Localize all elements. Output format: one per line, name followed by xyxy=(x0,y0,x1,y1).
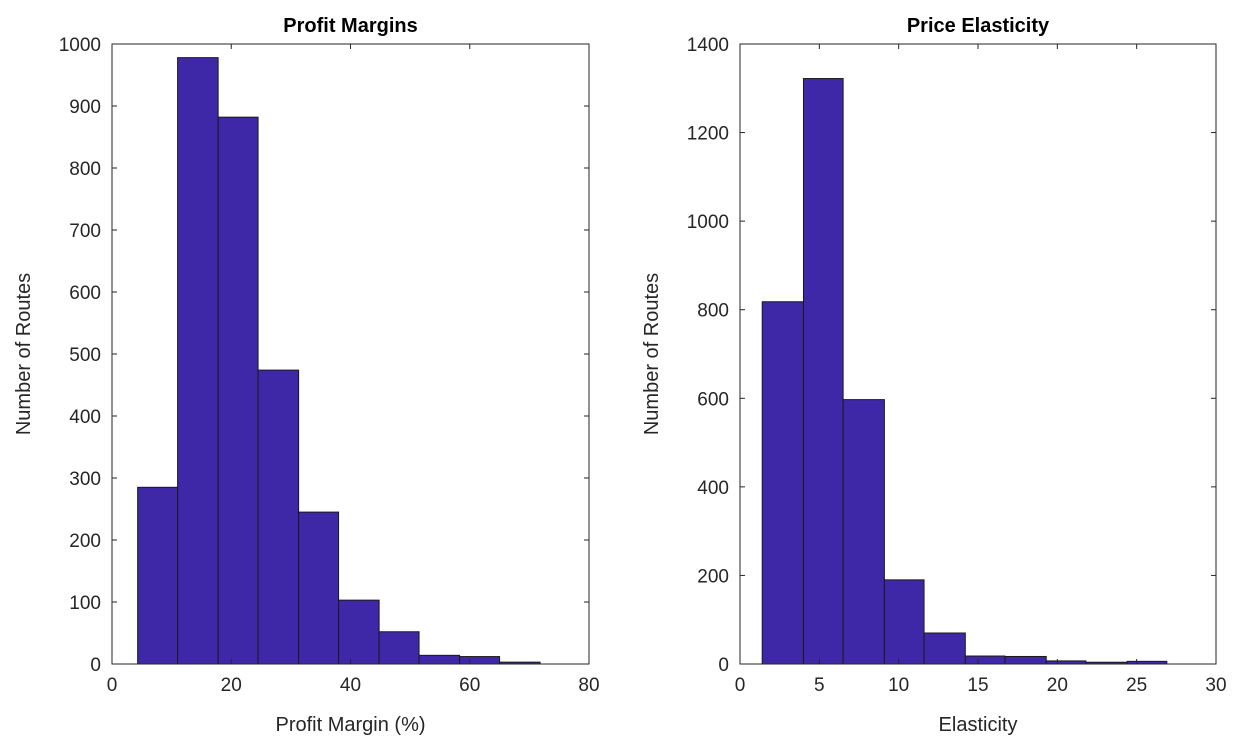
right-y-tick-label-6: 1200 xyxy=(687,124,729,145)
right-y-tick-label-2: 400 xyxy=(697,478,729,499)
right-bar-6 xyxy=(1004,655,1047,665)
left-y-tick-label-4: 400 xyxy=(69,407,101,428)
left-y-tick-label-7: 700 xyxy=(69,221,101,242)
left-x-tick-label-0: 0 xyxy=(107,675,118,696)
right-x-tick-label-5: 25 xyxy=(1126,675,1147,696)
right-x-tick-label-2: 10 xyxy=(888,675,909,696)
left-bar-4 xyxy=(298,511,340,665)
right-y-tick-label-0: 0 xyxy=(718,655,729,676)
left-y-tick-label-5: 500 xyxy=(69,345,101,366)
left-bar-5 xyxy=(338,599,380,665)
left-bar-7 xyxy=(418,654,461,665)
right-bar-4 xyxy=(923,632,966,665)
left-y-axis-label: Number of Routes xyxy=(13,273,35,435)
right-y-axis-label: Number of Routes xyxy=(641,273,663,435)
right-y-tick-label-5: 1000 xyxy=(687,212,729,233)
right-bar-0 xyxy=(761,301,804,665)
left-chart-title: Profit Margins xyxy=(283,15,417,37)
left-x-axis-label: Profit Margin (%) xyxy=(275,714,425,736)
left-x-tick-label-3: 60 xyxy=(459,675,480,696)
right-x-tick-label-3: 15 xyxy=(967,675,988,696)
left-x-tick-label-1: 20 xyxy=(221,675,242,696)
left-bar-8 xyxy=(459,656,501,665)
left-y-tick-label-0: 0 xyxy=(90,655,101,676)
left-y-tick-label-8: 800 xyxy=(69,159,101,180)
right-bar-2 xyxy=(842,399,885,665)
left-y-tick-label-10: 1000 xyxy=(59,35,101,56)
right-chart: 0 5 10 15 20 25 30 0 200 400 600 800 1000 1200 1400 Pri… xyxy=(641,15,1227,736)
left-bar-2 xyxy=(217,116,259,665)
right-y-tick-label-1: 200 xyxy=(697,566,729,587)
right-bar-3 xyxy=(883,579,925,665)
right-y-tick-label-7: 1400 xyxy=(687,35,729,56)
right-y-tick-label-4: 800 xyxy=(697,301,729,322)
right-x-axis-label: Elasticity xyxy=(939,714,1018,736)
left-y-tick-label-2: 200 xyxy=(69,531,101,552)
left-bar-0 xyxy=(137,486,179,665)
left-y-tick-label-6: 600 xyxy=(69,283,101,304)
left-x-tick-label-4: 80 xyxy=(578,675,599,696)
left-bar-3 xyxy=(257,369,300,665)
left-y-tick-label-3: 300 xyxy=(69,469,101,490)
right-bar-1 xyxy=(802,78,844,665)
left-chart: 0 20 40 60 800100200300400500600700800900100… xyxy=(13,15,600,736)
left-x-tick-label-2: 40 xyxy=(340,675,361,696)
right-x-tick-label-0: 0 xyxy=(735,675,746,696)
right-x-tick-label-6: 30 xyxy=(1205,675,1226,696)
right-chart-title: Price Elasticity xyxy=(907,15,1050,37)
left-y-tick-label-1: 100 xyxy=(69,593,101,614)
right-bar-5 xyxy=(964,655,1006,665)
right-y-tick-label-3: 600 xyxy=(697,389,729,410)
right-x-tick-label-4: 20 xyxy=(1047,675,1068,696)
left-bar-1 xyxy=(177,57,219,665)
right-x-tick-label-1: 5 xyxy=(814,675,825,696)
left-y-tick-label-9: 900 xyxy=(69,97,101,118)
left-bar-6 xyxy=(378,631,420,665)
